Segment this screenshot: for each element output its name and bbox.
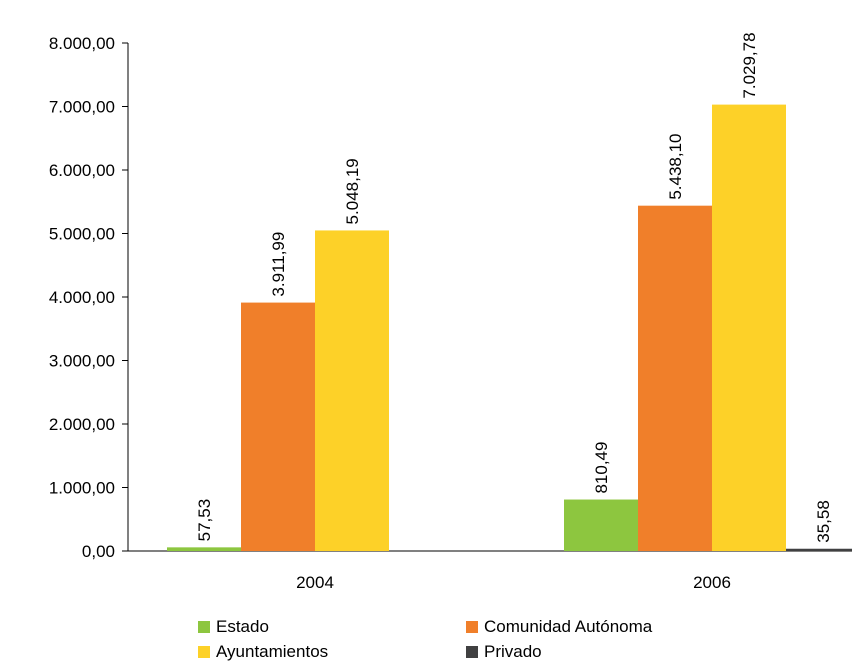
data-label: 35,58: [814, 500, 833, 543]
y-tick-label: 8.000,00: [49, 34, 115, 53]
y-tick-label: 5.000,00: [49, 225, 115, 244]
bar-ayuntamientos-2006: [712, 104, 786, 551]
bar-privado-2006: [786, 548, 852, 551]
y-tick-label: 6.000,00: [49, 161, 115, 180]
y-tick-label: 2.000,00: [49, 415, 115, 434]
y-tick-label: 0,00: [82, 542, 115, 561]
y-tick-label: 7.000,00: [49, 98, 115, 117]
bar-ayuntamientos-2004: [315, 230, 389, 551]
data-label: 810,49: [592, 442, 611, 494]
y-tick-label: 3.000,00: [49, 352, 115, 371]
bar-estado-2006: [564, 499, 638, 551]
y-tick-label: 4.000,00: [49, 288, 115, 307]
data-label: 57,53: [195, 499, 214, 542]
bar-comunidad-aut-noma-2006: [638, 205, 712, 551]
x-category-label: 2006: [693, 573, 731, 592]
data-label: 3.911,99: [269, 232, 288, 297]
data-label: 5.048,19: [343, 158, 362, 224]
data-label: 5.438,10: [666, 133, 685, 199]
bar-estado-2004: [167, 547, 241, 551]
x-category-label: 2004: [296, 573, 334, 592]
data-label: 7.029,78: [740, 32, 759, 98]
y-tick-label: 1.000,00: [49, 479, 115, 498]
bar-comunidad-aut-noma-2004: [241, 302, 315, 551]
